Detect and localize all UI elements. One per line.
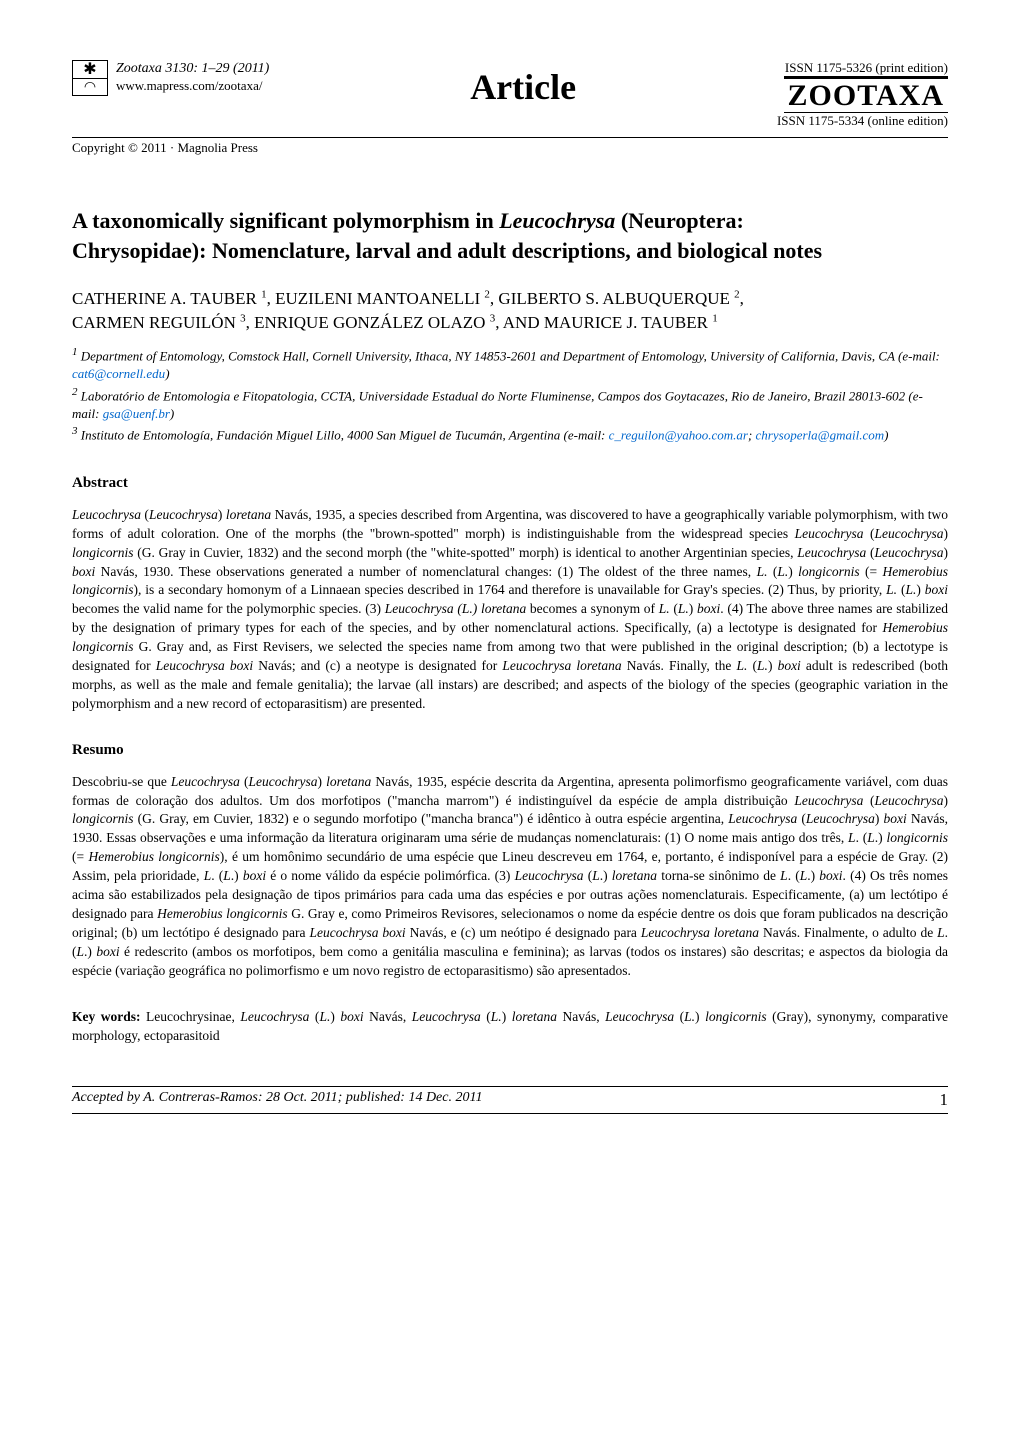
aff3-email1[interactable]: c_reguilon@yahoo.com.ar xyxy=(609,428,748,443)
footer: Accepted by A. Contreras-Ramos: 28 Oct. … xyxy=(72,1086,948,1114)
accepted-text: Accepted by A. Contreras-Ramos: 28 Oct. … xyxy=(72,1090,482,1110)
resumo-text: Descobriu-se que Leucochrysa (Leucochrys… xyxy=(72,773,948,981)
article-label: Article xyxy=(269,60,777,108)
keywords: Key words: Leucochrysinae, Leucochrysa (… xyxy=(72,1008,948,1046)
title-post: (Neuroptera: xyxy=(615,208,744,233)
authors: CATHERINE A. TAUBER 1, EUZILENI MANTOANE… xyxy=(72,287,948,335)
paper-title: A taxonomically significant polymorphism… xyxy=(72,206,948,265)
author-6: MAURICE J. TAUBER xyxy=(544,313,708,332)
header-right: ISSN 1175-5326 (print edition) ZOOTAXA I… xyxy=(777,60,948,129)
author-4: CARMEN REGUILÓN xyxy=(72,313,236,332)
journal-header: ✱ ◠ Zootaxa 3130: 1–29 (2011) www.mapres… xyxy=(72,60,948,129)
zootaxa-logo: ZOOTAXA xyxy=(784,76,948,113)
publisher-icon: ✱ ◠ xyxy=(72,60,108,96)
bug-icon: ✱ xyxy=(73,61,107,79)
affiliation-1: 1 Department of Entomology, Comstock Hal… xyxy=(72,345,948,384)
title-pre: A taxonomically significant polymorphism… xyxy=(72,208,499,233)
title-genus: Leucochrysa xyxy=(499,208,615,233)
author-5: ENRIQUE GONZÁLEZ OLAZO xyxy=(254,313,485,332)
curve-icon: ◠ xyxy=(73,79,107,96)
author-3-sup: 2 xyxy=(734,289,740,301)
issn-online: ISSN 1175-5334 (online edition) xyxy=(777,113,948,129)
author-5-sup: 3 xyxy=(490,313,496,325)
abstract-heading: Abstract xyxy=(72,475,948,492)
aff3-email2[interactable]: chrysoperla@gmail.com xyxy=(756,428,885,443)
abstract-text: Leucochrysa (Leucochrysa) loretana Navás… xyxy=(72,506,948,714)
aff1-email[interactable]: cat6@cornell.edu xyxy=(72,366,165,381)
author-4-sup: 3 xyxy=(240,313,246,325)
journal-info: Zootaxa 3130: 1–29 (2011) www.mapress.co… xyxy=(116,60,269,94)
author-1: CATHERINE A. TAUBER xyxy=(72,289,257,308)
aff3-close: ) xyxy=(884,428,888,443)
copyright: Copyright © 2011 · Magnolia Press xyxy=(72,137,948,156)
resumo-heading: Resumo xyxy=(72,742,948,759)
aff2-text: Laboratório de Entomologia e Fitopatolog… xyxy=(72,388,923,421)
author-2-sup: 2 xyxy=(484,289,490,301)
author-2: EUZILENI MANTOANELLI xyxy=(275,289,480,308)
title-line2: Chrysopidae): Nomenclature, larval and a… xyxy=(72,238,822,263)
affiliation-2: 2 Laboratório de Entomologia e Fitopatol… xyxy=(72,385,948,424)
page-number: 1 xyxy=(940,1090,949,1110)
journal-url: www.mapress.com/zootaxa/ xyxy=(116,78,269,94)
aff1-text: Department of Entomology, Comstock Hall,… xyxy=(78,348,940,363)
keywords-label: Key words: xyxy=(72,1009,141,1024)
affiliation-3: 3 Instituto de Entomología, Fundación Mi… xyxy=(72,424,948,445)
aff3-text: Instituto de Entomología, Fundación Migu… xyxy=(78,428,609,443)
affiliations: 1 Department of Entomology, Comstock Hal… xyxy=(72,345,948,445)
header-left: ✱ ◠ Zootaxa 3130: 1–29 (2011) www.mapres… xyxy=(72,60,269,96)
author-1-sup: 1 xyxy=(261,289,267,301)
aff1-close: ) xyxy=(165,366,169,381)
aff3-sep: ; xyxy=(748,428,756,443)
author-3: GILBERTO S. ALBUQUERQUE xyxy=(498,289,729,308)
aff2-close: ) xyxy=(170,406,174,421)
author-6-sup: 1 xyxy=(712,313,718,325)
issn-print: ISSN 1175-5326 (print edition) xyxy=(777,60,948,76)
journal-ref: Zootaxa 3130: 1–29 (2011) xyxy=(116,60,269,78)
aff2-email[interactable]: gsa@uenf.br xyxy=(103,406,170,421)
